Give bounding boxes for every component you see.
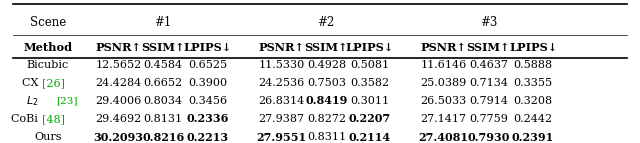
Text: 27.9551: 27.9551 xyxy=(257,132,307,143)
Text: Scene: Scene xyxy=(30,16,66,29)
Text: 0.8216: 0.8216 xyxy=(142,132,184,143)
Text: 0.2213: 0.2213 xyxy=(187,132,229,143)
Text: 12.5652: 12.5652 xyxy=(95,60,141,70)
Text: 27.4081: 27.4081 xyxy=(419,132,468,143)
Text: SSIM↑: SSIM↑ xyxy=(305,42,348,53)
Text: 0.3582: 0.3582 xyxy=(350,78,390,88)
Text: 0.2442: 0.2442 xyxy=(513,114,553,124)
Text: 29.4692: 29.4692 xyxy=(95,114,141,124)
Text: [23]: [23] xyxy=(56,96,77,105)
Text: 0.3456: 0.3456 xyxy=(188,96,228,106)
Text: 0.7134: 0.7134 xyxy=(469,78,508,88)
Text: 0.2207: 0.2207 xyxy=(349,114,391,124)
Text: 0.8034: 0.8034 xyxy=(143,96,183,106)
Text: 0.8419: 0.8419 xyxy=(305,95,348,106)
Text: Bicubic: Bicubic xyxy=(27,60,69,70)
Text: CoBi: CoBi xyxy=(12,114,42,124)
Text: 0.8131: 0.8131 xyxy=(143,114,183,124)
Text: 0.2391: 0.2391 xyxy=(512,132,554,143)
Text: 30.2093: 30.2093 xyxy=(93,132,143,143)
Text: LPIPS↓: LPIPS↓ xyxy=(184,42,232,53)
Text: 0.8311: 0.8311 xyxy=(307,132,346,142)
Text: 0.7930: 0.7930 xyxy=(467,132,509,143)
Text: 0.7759: 0.7759 xyxy=(469,114,508,124)
Text: #1: #1 xyxy=(155,16,172,29)
Text: #2: #2 xyxy=(317,16,334,29)
Text: CX: CX xyxy=(22,78,42,88)
Text: 0.8272: 0.8272 xyxy=(307,114,346,124)
Text: 0.7503: 0.7503 xyxy=(307,78,346,88)
Text: PSNR↑: PSNR↑ xyxy=(95,42,141,53)
Text: SSIM↑: SSIM↑ xyxy=(467,42,510,53)
Text: 0.6652: 0.6652 xyxy=(143,78,183,88)
Text: 0.4928: 0.4928 xyxy=(307,60,346,70)
Text: $L_2$: $L_2$ xyxy=(26,94,38,108)
Text: 0.3900: 0.3900 xyxy=(188,78,228,88)
Text: 25.0389: 25.0389 xyxy=(420,78,467,88)
Text: 0.3208: 0.3208 xyxy=(513,96,553,106)
Text: PSNR↑: PSNR↑ xyxy=(259,42,305,53)
Text: [48]: [48] xyxy=(42,114,65,124)
Text: 27.1417: 27.1417 xyxy=(420,114,467,124)
Text: LPIPS↓: LPIPS↓ xyxy=(509,42,557,53)
Text: 27.9387: 27.9387 xyxy=(259,114,305,124)
Text: 0.5888: 0.5888 xyxy=(513,60,553,70)
Text: 0.4637: 0.4637 xyxy=(469,60,508,70)
Text: Ours: Ours xyxy=(35,132,61,142)
Text: 24.2536: 24.2536 xyxy=(259,78,305,88)
Text: Method: Method xyxy=(24,42,72,53)
Text: 0.5081: 0.5081 xyxy=(350,60,390,70)
Text: SSIM↑: SSIM↑ xyxy=(141,42,185,53)
Text: 26.8314: 26.8314 xyxy=(259,96,305,106)
Text: PSNR↑: PSNR↑ xyxy=(420,42,467,53)
Text: 11.5330: 11.5330 xyxy=(259,60,305,70)
Text: 29.4006: 29.4006 xyxy=(95,96,141,106)
Text: 0.3355: 0.3355 xyxy=(513,78,553,88)
Text: 0.2114: 0.2114 xyxy=(349,132,391,143)
Text: #3: #3 xyxy=(479,16,497,29)
Text: 0.4584: 0.4584 xyxy=(143,60,183,70)
Text: 0.3011: 0.3011 xyxy=(350,96,390,106)
Text: 26.5033: 26.5033 xyxy=(420,96,467,106)
Text: 0.2336: 0.2336 xyxy=(187,114,229,124)
Text: 0.6525: 0.6525 xyxy=(188,60,228,70)
Text: 24.4284: 24.4284 xyxy=(95,78,141,88)
Text: LPIPS↓: LPIPS↓ xyxy=(346,42,394,53)
Text: 0.7914: 0.7914 xyxy=(469,96,508,106)
Text: 11.6146: 11.6146 xyxy=(420,60,467,70)
Text: [26]: [26] xyxy=(42,78,65,88)
